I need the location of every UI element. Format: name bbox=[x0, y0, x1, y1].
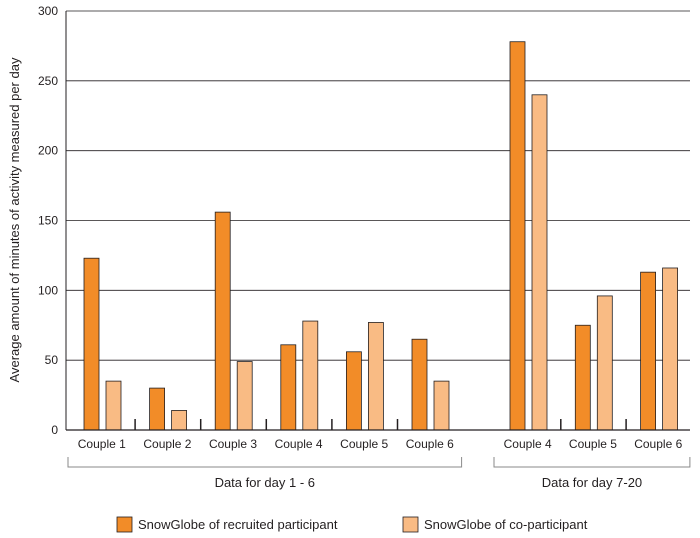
group-bracket bbox=[67, 457, 463, 468]
legend-swatch bbox=[402, 516, 419, 533]
category-label: Couple 5 bbox=[569, 437, 617, 451]
y-tick-label: 250 bbox=[38, 74, 58, 88]
bar-recruited bbox=[574, 324, 591, 431]
bar-co-participant bbox=[367, 322, 384, 431]
bar-co-participant bbox=[433, 380, 450, 431]
category-label: Couple 6 bbox=[634, 437, 682, 451]
category-label: Couple 4 bbox=[275, 437, 323, 451]
bar-recruited bbox=[214, 211, 231, 431]
legend-label: SnowGlobe of recruited participant bbox=[138, 517, 338, 532]
bar-recruited bbox=[149, 387, 166, 431]
bar-recruited bbox=[280, 344, 297, 431]
bar-recruited bbox=[411, 338, 428, 431]
bar-co-participant bbox=[662, 267, 678, 431]
bar-co-participant bbox=[236, 361, 253, 431]
y-axis-title: Average amount of minutes of activity me… bbox=[7, 57, 22, 382]
bar-co-participant bbox=[531, 94, 548, 431]
y-tick-label: 150 bbox=[38, 214, 58, 228]
bar-recruited bbox=[83, 257, 100, 431]
category-label: Couple 6 bbox=[406, 437, 454, 451]
category-label: Couple 4 bbox=[504, 437, 552, 451]
category-label: Couple 2 bbox=[143, 437, 191, 451]
legend: SnowGlobe of recruited participant SnowGl… bbox=[116, 516, 588, 533]
group-brackets: Data for day 1 - 6 Data for day 7-20 bbox=[67, 457, 691, 490]
bar-co-participant bbox=[171, 410, 188, 431]
x-axis: Couple 1 Couple 2 Couple 3 Couple 4 Couple 5… bbox=[66, 419, 690, 451]
grid-lines bbox=[66, 10, 690, 361]
y-tick-label: 300 bbox=[38, 4, 58, 18]
bar-recruited bbox=[509, 41, 526, 431]
legend-swatch bbox=[116, 516, 133, 533]
y-tick-label: 100 bbox=[38, 283, 58, 297]
bar-recruited bbox=[345, 351, 362, 431]
bar-co-participant bbox=[105, 380, 122, 431]
group-label: Data for day 7-20 bbox=[542, 475, 642, 490]
y-tick-label: 0 bbox=[51, 423, 58, 437]
y-axis: 0 50 100 150 200 250 300 bbox=[38, 4, 67, 437]
bar-recruited bbox=[640, 271, 656, 431]
group-label: Data for day 1 - 6 bbox=[215, 475, 315, 490]
bar-co-participant bbox=[302, 320, 319, 431]
category-label: Couple 5 bbox=[340, 437, 388, 451]
bar-co-participant bbox=[596, 295, 613, 431]
y-tick-label: 200 bbox=[38, 144, 58, 158]
legend-label: SnowGlobe of co-participant bbox=[424, 517, 588, 532]
category-label: Couple 1 bbox=[78, 437, 126, 451]
category-label: Couple 3 bbox=[209, 437, 257, 451]
group-bracket bbox=[493, 457, 691, 468]
bars bbox=[83, 41, 678, 431]
y-tick-label: 50 bbox=[45, 353, 59, 367]
